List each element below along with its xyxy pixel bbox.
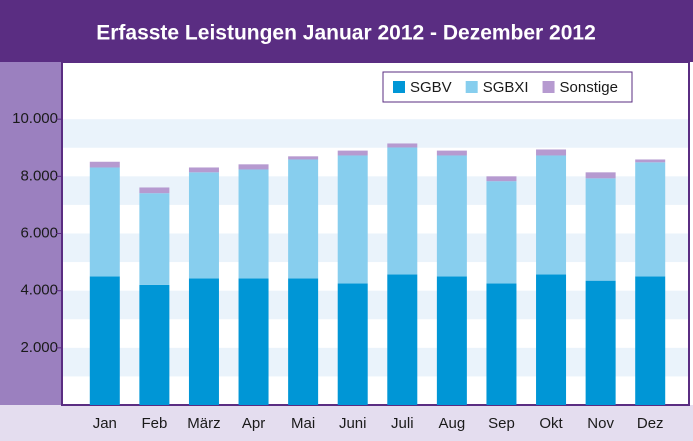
bar-segment	[288, 159, 319, 279]
bar-segment	[436, 155, 467, 277]
bar-segment	[89, 167, 120, 277]
legend-box	[382, 71, 633, 103]
bar-segment	[585, 172, 616, 179]
bar-segment	[486, 181, 517, 284]
x-tick-label: Nov	[587, 415, 614, 432]
x-tick-label: März	[187, 415, 220, 432]
y-tick-label: 8.000	[20, 167, 58, 184]
legend: SGBV SGBXI Sonstige	[382, 71, 633, 103]
legend-swatch	[542, 81, 555, 93]
bar-segment	[288, 278, 319, 405]
bar-segment	[387, 143, 418, 148]
bar-segment	[238, 278, 269, 405]
bar-segment	[337, 155, 368, 284]
x-tick-label: Juni	[339, 415, 367, 432]
bar-segment	[585, 178, 616, 281]
bar-segment	[337, 283, 368, 405]
bar-segment	[635, 162, 666, 277]
legend-label: SGBV	[410, 79, 452, 96]
bar-segment	[536, 274, 567, 405]
title-bar	[0, 0, 693, 62]
bar-segment	[486, 283, 517, 405]
x-tick-label: Feb	[141, 415, 167, 432]
legend-label: Sonstige	[560, 79, 618, 96]
legend-swatch	[465, 81, 478, 93]
bar-segment	[387, 274, 418, 405]
x-tick-label: Mai	[291, 415, 315, 432]
bar-segment	[486, 176, 517, 182]
y-axis-panel	[0, 62, 62, 405]
x-tick-label: Okt	[539, 415, 563, 432]
y-tick-label: 10.000	[12, 110, 58, 127]
legend-swatch	[393, 81, 405, 93]
bar-segment	[188, 278, 219, 405]
x-axis-panel	[0, 405, 693, 441]
bar-segment	[635, 276, 666, 405]
bar-segment	[536, 155, 567, 275]
bar-segment	[238, 164, 269, 170]
x-tick-label: Jan	[93, 415, 117, 432]
x-tick-label: Apr	[242, 415, 265, 432]
x-tick-label: Aug	[439, 415, 466, 432]
stripe	[63, 119, 688, 148]
bar-segment	[188, 172, 219, 279]
bar-segment	[139, 187, 170, 194]
x-tick-label: Sep	[488, 415, 515, 432]
bar-segment	[536, 149, 567, 156]
bar-segment	[288, 156, 319, 160]
bar-segment	[89, 276, 120, 405]
y-tick-label: 6.000	[20, 224, 58, 241]
bar-segment	[139, 193, 170, 285]
bar-segment	[436, 150, 467, 156]
legend-label: SGBXI	[483, 79, 529, 96]
bar-segment	[188, 167, 219, 173]
bar-segment	[238, 169, 269, 279]
y-tick-label: 2.000	[20, 339, 58, 356]
y-tick-label: 4.000	[20, 282, 58, 299]
chart-title: Erfasste Leistungen Januar 2012 - Dezemb…	[96, 22, 596, 45]
bar-segment	[387, 147, 418, 275]
x-tick-label: Dez	[637, 415, 664, 432]
bar-segment	[585, 280, 616, 405]
bar-segment	[139, 284, 170, 405]
bar-segment	[89, 161, 120, 168]
bar-segment	[635, 159, 666, 163]
bar-segment	[337, 150, 368, 156]
x-tick-label: Juli	[391, 415, 414, 432]
bar-segment	[436, 276, 467, 405]
